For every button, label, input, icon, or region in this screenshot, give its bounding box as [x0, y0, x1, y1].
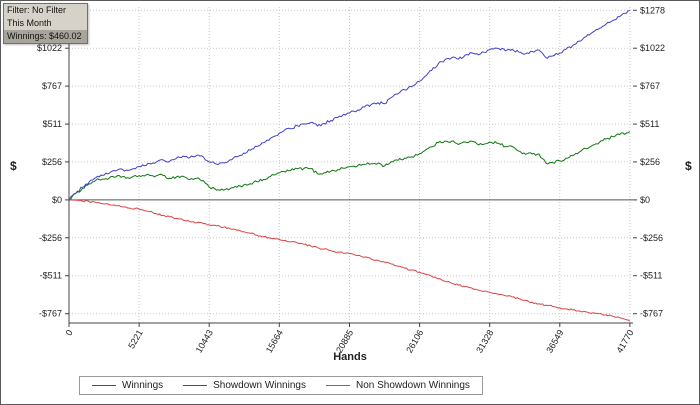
svg-text:-$256: -$256	[640, 233, 663, 243]
legend: Winnings Showdown Winnings Non Showdown …	[79, 376, 483, 395]
svg-text:$256: $256	[640, 157, 660, 167]
x-axis-title: Hands	[333, 351, 367, 363]
svg-text:0: 0	[64, 328, 75, 337]
svg-text:-$767: -$767	[640, 309, 663, 319]
svg-text:5221: 5221	[126, 328, 145, 350]
svg-text:-$256: -$256	[39, 233, 62, 243]
svg-text:$511: $511	[640, 119, 659, 129]
legend-label-winnings: Winnings	[122, 380, 164, 391]
non-showdown-winnings-line-swatch	[325, 385, 350, 386]
y-axis-title-right: $	[685, 159, 692, 173]
legend-item-non-showdown-winnings[interactable]: Non Showdown Winnings	[325, 380, 470, 391]
svg-text:$0: $0	[640, 195, 650, 205]
legend-item-winnings[interactable]: Winnings	[92, 380, 163, 391]
svg-text:$1022: $1022	[37, 43, 62, 53]
svg-text:-$767: -$767	[39, 309, 62, 319]
period-status: This Month	[4, 17, 87, 30]
svg-text:$0: $0	[52, 195, 62, 205]
showdown-winnings-line-swatch	[183, 385, 208, 386]
svg-text:-$511: -$511	[640, 271, 662, 281]
svg-text:$256: $256	[42, 157, 62, 167]
graph-info-box[interactable]: Filter: No Filter This Month Winnings: $…	[3, 3, 88, 44]
svg-text:$511: $511	[43, 119, 62, 129]
legend-label-non-showdown-winnings: Non Showdown Winnings	[355, 380, 470, 391]
svg-text:$1278: $1278	[640, 5, 665, 15]
svg-text:$767: $767	[640, 81, 660, 91]
legend-item-showdown-winnings[interactable]: Showdown Winnings	[183, 380, 306, 391]
svg-text:$1022: $1022	[640, 43, 665, 53]
y-axis-title-left: $	[10, 159, 17, 173]
svg-text:$767: $767	[42, 81, 62, 91]
winnings-line-swatch	[92, 385, 116, 386]
svg-text:-$511: -$511	[40, 271, 62, 281]
winnings-status: Winnings: $460.02	[4, 30, 87, 43]
filter-status: Filter: No Filter	[4, 4, 87, 17]
legend-label-showdown-winnings: Showdown Winnings	[213, 380, 306, 391]
